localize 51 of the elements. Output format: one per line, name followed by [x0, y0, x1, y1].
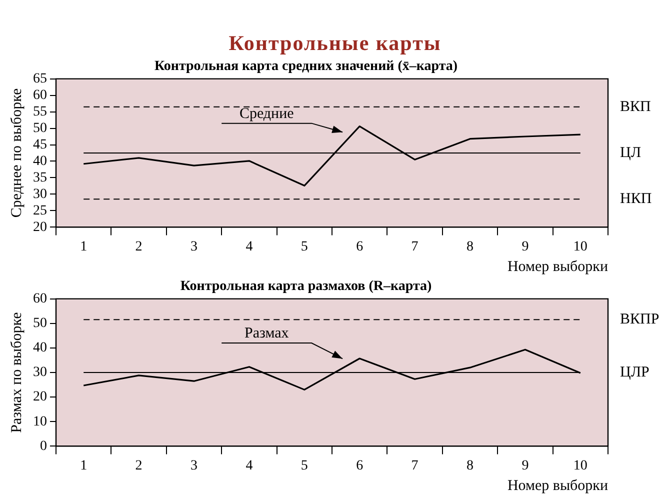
chart-title: Контрольная карта размахов (R–карта) [180, 279, 432, 294]
x-tick-label: 1 [80, 239, 88, 254]
x-tick-label: 6 [356, 458, 364, 474]
y-tick-label: 0 [40, 438, 47, 454]
x-tick-label: 2 [135, 239, 142, 254]
y-tick-label: 30 [33, 186, 47, 202]
y-tick-label: 10 [33, 414, 47, 430]
y-tick-label: 30 [33, 365, 47, 380]
y-tick-label: 65 [33, 71, 47, 86]
x-tick-label: 5 [300, 239, 308, 254]
y-tick-label: 35 [33, 170, 47, 186]
y-tick-label: 25 [33, 203, 47, 218]
y-tick-label: 40 [33, 340, 47, 356]
x-tick-label: 9 [522, 239, 529, 254]
x-tick-label: 7 [411, 239, 418, 254]
x-tick-label: 9 [522, 458, 529, 474]
ref-line-label: ЦЛ [620, 144, 642, 161]
annotation: Размах [244, 325, 290, 342]
x-tick-label: 8 [466, 239, 474, 254]
x-tick-label: 3 [190, 239, 198, 254]
x-tick-label: 10 [573, 239, 588, 254]
y-axis-title: Среднее по выборке [8, 88, 25, 218]
y-tick-label: 20 [33, 390, 47, 405]
x-axis-title: Номер выборки [507, 478, 608, 494]
ref-line-label: ВКПР [620, 312, 660, 328]
y-tick-label: 60 [33, 88, 47, 103]
x-tick-label: 1 [80, 458, 88, 474]
y-tick-label: 55 [33, 104, 47, 120]
y-axis-title: Размах по выборке [8, 312, 25, 433]
x-tick-label: 2 [135, 458, 142, 474]
y-tick-label: 50 [33, 120, 47, 136]
x-tick-label: 3 [190, 458, 198, 474]
y-tick-label: 60 [33, 291, 47, 306]
y-tick-label: 50 [33, 316, 47, 332]
chart-title: Контрольные карты [228, 30, 442, 56]
x-tick-label: 7 [411, 458, 418, 474]
x-tick-label: 10 [573, 458, 588, 474]
annotation: Средние [239, 106, 294, 122]
x-tick-label: 4 [246, 239, 253, 254]
ref-line-label: ВКП [620, 98, 652, 115]
x-tick-label: 6 [356, 239, 364, 254]
ref-line-label: ЦЛР [620, 364, 650, 380]
x-tick-label: 4 [246, 458, 253, 474]
chart-subtitle: Контрольная карта средних значений (x̄–карта) [154, 59, 458, 74]
x-tick-label: 8 [466, 458, 474, 474]
ref-line-label: НКП [620, 191, 652, 208]
y-tick-label: 45 [33, 137, 47, 152]
y-tick-label: 40 [33, 154, 47, 169]
x-axis-title: Номер выборки [507, 258, 608, 275]
x-tick-label: 5 [300, 458, 308, 474]
y-tick-label: 20 [33, 220, 47, 235]
